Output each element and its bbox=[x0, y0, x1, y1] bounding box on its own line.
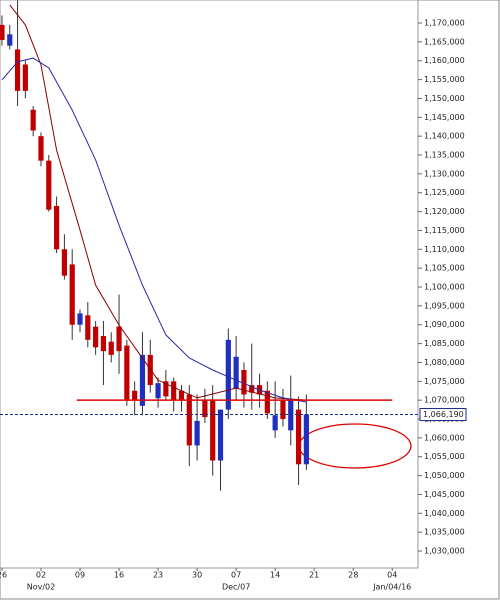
candle-body bbox=[225, 339, 231, 410]
x-tick-label: 04 bbox=[387, 571, 397, 580]
candle-body bbox=[69, 264, 75, 325]
y-tick-label: 1,120,000 bbox=[424, 207, 465, 216]
candle-body bbox=[171, 381, 177, 401]
moving-average bbox=[1, 57, 307, 403]
candle-body bbox=[139, 354, 146, 406]
y-tick-label: 1,105,000 bbox=[424, 264, 465, 273]
candle-body bbox=[7, 34, 13, 46]
x-major-label: Jan/04/16 bbox=[372, 583, 411, 592]
y-tick-label: 1,090,000 bbox=[424, 320, 465, 329]
moving-average bbox=[9, 4, 307, 401]
y-tick-label: 1,085,000 bbox=[424, 339, 465, 348]
x-tick-label: 30 bbox=[192, 571, 202, 580]
y-tick-label: 1,050,000 bbox=[424, 471, 465, 480]
candle-body bbox=[217, 409, 224, 461]
x-tick-label: 23 bbox=[153, 571, 163, 580]
candle-body bbox=[22, 64, 28, 91]
y-tick-label: 1,030,000 bbox=[424, 547, 465, 556]
x-tick-label: 09 bbox=[75, 571, 85, 580]
x-tick-label: 21 bbox=[309, 571, 319, 580]
x-major-label: Nov/02 bbox=[27, 583, 56, 592]
y-tick-label: 1,165,000 bbox=[424, 37, 465, 46]
y-tick-label: 1,125,000 bbox=[424, 188, 465, 197]
y-tick-label: 1,040,000 bbox=[424, 509, 465, 518]
x-tick-label: 02 bbox=[36, 571, 46, 580]
y-tick-label: 1,045,000 bbox=[424, 490, 465, 499]
candle-body bbox=[194, 420, 200, 446]
candle-body bbox=[77, 313, 83, 325]
candle-body bbox=[163, 381, 169, 397]
candle-body bbox=[210, 400, 216, 461]
y-tick-label: 1,095,000 bbox=[424, 301, 465, 310]
y-tick-label: 1,150,000 bbox=[424, 94, 465, 103]
candle-body bbox=[202, 400, 208, 418]
last-price-box bbox=[419, 408, 467, 422]
y-tick-label: 1,080,000 bbox=[424, 358, 465, 367]
y-tick-label: 1,155,000 bbox=[424, 75, 465, 84]
candle-body bbox=[155, 383, 161, 399]
last-price-label: 1,066,190 bbox=[423, 410, 464, 419]
y-tick-label: 1,145,000 bbox=[424, 113, 465, 122]
y-tick-label: 1,140,000 bbox=[424, 132, 465, 141]
candle-body bbox=[295, 409, 302, 465]
candle-body bbox=[38, 136, 44, 161]
x-tick-label: 28 bbox=[348, 571, 358, 580]
candle-body bbox=[178, 390, 185, 401]
x-tick-label: 16 bbox=[114, 571, 124, 580]
y-tick-label: 1,075,000 bbox=[424, 377, 465, 386]
candle-body bbox=[46, 160, 52, 210]
y-tick-label: 1,115,000 bbox=[424, 226, 465, 235]
y-tick-label: 1,070,000 bbox=[424, 396, 465, 405]
candle-body bbox=[233, 356, 239, 389]
x-major-label: Dec/07 bbox=[222, 583, 250, 592]
candle-body bbox=[85, 315, 91, 340]
candle-body bbox=[132, 390, 138, 401]
candle-body bbox=[249, 385, 255, 393]
candle-body bbox=[100, 336, 107, 352]
y-tick-label: 1,060,000 bbox=[424, 433, 465, 442]
y-tick-label: 1,135,000 bbox=[424, 151, 465, 160]
candle-body bbox=[272, 415, 278, 431]
x-tick-label: 14 bbox=[270, 571, 280, 580]
candle-body bbox=[116, 326, 122, 352]
y-tick-label: 1,170,000 bbox=[424, 19, 465, 28]
candle-body bbox=[108, 341, 114, 355]
candle-body bbox=[264, 390, 270, 414]
candle-body bbox=[0, 24, 5, 40]
y-tick-label: 1,100,000 bbox=[424, 283, 465, 292]
candle-body bbox=[241, 369, 247, 395]
plot-area bbox=[0, 0, 419, 569]
candle-body bbox=[30, 109, 36, 131]
x-tick-label: 26 bbox=[0, 571, 7, 580]
candle-body bbox=[93, 326, 99, 348]
y-tick-label: 1,160,000 bbox=[424, 56, 465, 65]
candle-body bbox=[14, 49, 21, 91]
candle-body bbox=[280, 400, 286, 420]
y-tick-label: 1,035,000 bbox=[424, 528, 465, 537]
candle-body bbox=[124, 345, 130, 401]
y-tick-label: 1,055,000 bbox=[424, 452, 465, 461]
y-tick-label: 1,130,000 bbox=[424, 169, 465, 178]
y-tick-label: 1,110,000 bbox=[424, 245, 465, 254]
candle-body bbox=[61, 249, 67, 276]
candle-body bbox=[303, 414, 309, 465]
x-tick-label: 07 bbox=[231, 571, 241, 580]
candle-body bbox=[288, 400, 294, 431]
candle-body bbox=[53, 205, 60, 250]
candle-body bbox=[186, 394, 192, 446]
